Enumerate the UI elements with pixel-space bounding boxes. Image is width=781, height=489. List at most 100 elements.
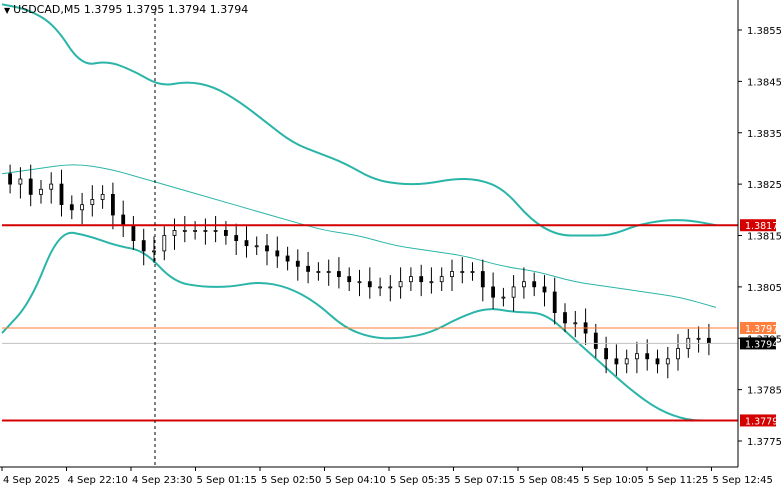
time-tick-label: 5 Sep 04:10 [326, 475, 386, 486]
price-tick-label: 1.3805 [747, 283, 781, 294]
candle-body [491, 286, 496, 298]
candle-body [275, 250, 280, 257]
candle-body [367, 281, 372, 288]
candle-body [645, 353, 650, 360]
price-labels: 1.3817 1.3797 1.3779 1.3794 [740, 219, 778, 427]
candle-body [265, 245, 269, 252]
candle-body [223, 229, 228, 236]
symbol-header: ▼ USDCAD,M5 1.3795 1.3795 1.3794 1.3794 [4, 3, 248, 16]
candle-body [696, 337, 701, 340]
candle-body [573, 322, 578, 325]
candle-body [285, 255, 290, 262]
candle-body [439, 276, 444, 283]
time-tick-label: 5 Sep 11:25 [648, 475, 708, 486]
candles [8, 164, 711, 379]
candle-body [563, 312, 567, 324]
time-axis: 4 Sep 2025 4 Sep 22:10 4 Sep 23:30 5 Sep 01… [1, 467, 773, 486]
time-tick-label: 5 Sep 12:45 [713, 475, 773, 486]
candle-body [28, 178, 33, 195]
candle-body [193, 229, 198, 232]
time-tick-label: 4 Sep 23:30 [132, 475, 192, 486]
price-tick-label: 1.3825 [747, 180, 781, 191]
candle-body [336, 271, 341, 277]
symbol-name: USDCAD,M5 [13, 3, 81, 16]
candle-body [532, 281, 537, 288]
candle-body [635, 353, 639, 360]
candle-body [213, 229, 218, 232]
candle-body [244, 240, 249, 247]
candle-body [18, 178, 23, 185]
candle-body [655, 358, 660, 365]
time-tick-label: 5 Sep 10:05 [584, 475, 644, 486]
candle-body [460, 271, 465, 273]
dropdown-triangle-icon[interactable]: ▼ [4, 6, 11, 15]
candle-body [604, 348, 608, 360]
candle-body [234, 235, 239, 241]
price-tick-label: 1.3835 [747, 129, 781, 140]
horizontal-levels[interactable] [2, 224, 738, 422]
bollinger-upper-line [1, 3, 717, 237]
candle-body [306, 265, 311, 272]
candle-body [80, 204, 84, 211]
candle-body [131, 224, 136, 241]
current-price-label: 1.3794 [745, 339, 778, 350]
current-price-tag [740, 337, 776, 350]
time-tick-label: 5 Sep 08:45 [519, 475, 579, 486]
candle-body [8, 173, 13, 185]
resistance-price-label: 1.3817 [745, 221, 778, 232]
price-tick-label: 1.3785 [747, 386, 781, 397]
candle-body [69, 204, 74, 211]
candle-body [419, 276, 424, 283]
candle-body [388, 286, 393, 289]
ohlc-values: 1.3795 1.3795 1.3794 1.3794 [83, 3, 249, 16]
price-tick-label: 1.3815 [747, 232, 781, 243]
candle-body [111, 193, 115, 216]
time-tick-label: 4 Sep 2025 [3, 475, 60, 486]
candle-body [542, 286, 547, 293]
candle-body [676, 348, 680, 360]
price-tick-label: 1.3855 [747, 26, 781, 37]
candle-body [614, 358, 619, 365]
time-tick-label: 5 Sep 02:50 [261, 475, 321, 486]
candle-body [100, 193, 105, 200]
time-tick-label: 5 Sep 07:15 [455, 475, 515, 486]
candle-body [121, 214, 126, 226]
candle-body [39, 188, 43, 195]
candle-body [316, 271, 321, 273]
candle-body [295, 260, 300, 267]
candle-body [59, 183, 64, 206]
price-tick-label: 1.3845 [747, 77, 781, 88]
candle-body [254, 245, 259, 248]
candle-body [624, 358, 629, 365]
level-thin-price-tag [740, 321, 776, 334]
candle-body [152, 250, 156, 253]
candle-body [182, 229, 187, 232]
bollinger-middle-line [1, 164, 717, 308]
price-tick-label: 1.3775 [747, 437, 781, 448]
candle-body [398, 281, 403, 288]
candle-body [450, 271, 454, 277]
candle-body [357, 281, 362, 284]
candle-body [429, 281, 434, 284]
support-price-label: 1.3779 [745, 416, 778, 427]
candle-body [49, 183, 54, 190]
candle-body [470, 271, 475, 273]
candle-body [347, 276, 352, 283]
candle-body [141, 240, 146, 252]
candle-body [707, 337, 711, 344]
bollinger-lower-line [1, 231, 716, 422]
candle-body [501, 296, 506, 299]
candle-body [593, 332, 598, 349]
candle-body [408, 276, 413, 283]
candle-body [378, 286, 383, 289]
price-axis: 1.3855 1.3845 1.3835 1.3825 1.3815 1.3805 1.37… [738, 26, 781, 448]
bollinger-bands [1, 3, 717, 422]
candle-body [90, 199, 95, 205]
candle-body [552, 291, 557, 314]
support-price-tag [740, 414, 776, 427]
candle-body [203, 229, 208, 232]
candle-body [511, 286, 516, 298]
candle-body [665, 358, 670, 365]
